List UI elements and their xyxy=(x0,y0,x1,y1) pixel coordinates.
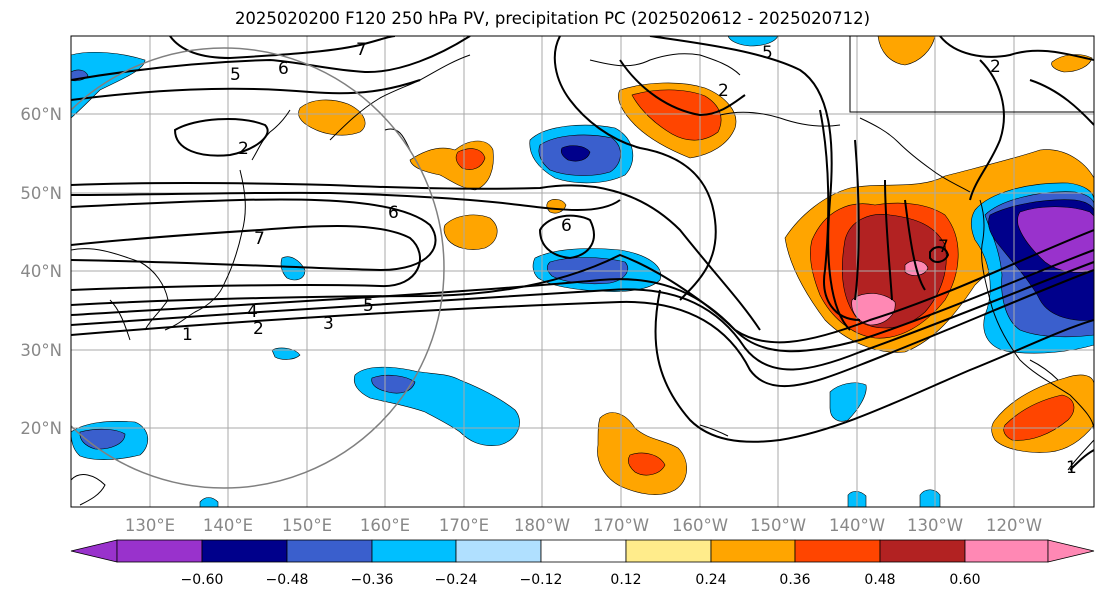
lon-label: 160°E xyxy=(360,516,410,535)
colorbar-segment xyxy=(70,539,118,563)
precipitation-shading xyxy=(71,36,1094,507)
colorbar-segment xyxy=(455,539,542,563)
colorbar-segment xyxy=(964,539,1049,563)
contour-label: 7 xyxy=(254,229,265,249)
colorbar-tick-label: 0.60 xyxy=(949,572,980,588)
lat-label: 20°N xyxy=(20,419,62,438)
contour-label: 5 xyxy=(230,65,241,85)
lon-label: 170°E xyxy=(439,516,489,535)
colorbar-segment xyxy=(879,539,966,563)
contour-label: 5 xyxy=(762,43,773,63)
contour-label: 2 xyxy=(238,139,249,159)
lon-label: 140°E xyxy=(203,516,253,535)
lon-label: 150°W xyxy=(750,516,806,535)
pv-contour-labels: 7 5 6 5 2 2 6 7 6 4 5 3 2 1 2 7 1 xyxy=(182,40,1077,478)
lat-label: 40°N xyxy=(20,262,62,281)
lon-label: 150°E xyxy=(282,516,332,535)
colorbar-segment xyxy=(371,539,457,563)
map-area: 7 5 6 5 2 2 6 7 6 4 5 3 2 1 2 7 1 xyxy=(71,36,1094,507)
colorbar-tick-label: −0.12 xyxy=(520,572,563,588)
contour-label: 3 xyxy=(323,314,334,334)
lat-label: 30°N xyxy=(20,341,62,360)
colorbar-tick-label: 0.48 xyxy=(864,572,895,588)
latitude-labels: 60°N 50°N 40°N 30°N 20°N xyxy=(20,105,62,438)
lon-label: 120°W xyxy=(986,516,1042,535)
colorbar-tick-label: 0.36 xyxy=(779,572,810,588)
lon-label: 170°W xyxy=(593,516,649,535)
contour-label: 4 xyxy=(247,302,258,322)
contour-label: 2 xyxy=(990,57,1001,77)
colorbar-tick-label: −0.24 xyxy=(435,572,478,588)
contour-label: 6 xyxy=(388,203,399,223)
colorbar-segment xyxy=(625,539,712,563)
pv-contours xyxy=(71,36,1094,471)
lat-label: 50°N xyxy=(20,184,62,203)
colorbar-tick-label: −0.60 xyxy=(181,572,224,588)
lon-label: 180°W xyxy=(514,516,570,535)
projection-circle xyxy=(71,47,445,489)
colorbar-segment xyxy=(1047,539,1095,563)
colorbar-segment xyxy=(201,539,288,563)
colorbar-tick-label: −0.36 xyxy=(351,572,394,588)
colorbar-segment xyxy=(794,539,881,563)
lon-label: 130°E xyxy=(125,516,175,535)
lon-label: 140°W xyxy=(829,516,885,535)
contour-label: 7 xyxy=(938,237,949,257)
contour-label: 6 xyxy=(561,216,572,236)
map-title: 2025020200 F120 250 hPa PV, precipitatio… xyxy=(234,9,871,28)
longitude-labels: 130°E 140°E 150°E 160°E 170°E 180°W 170°… xyxy=(125,516,1042,535)
lon-label: 130°W xyxy=(907,516,963,535)
colorbar-tick-label: −0.48 xyxy=(266,572,309,588)
contour-label: 7 xyxy=(356,40,367,60)
contour-label: 5 xyxy=(363,296,374,316)
contour-label: 2 xyxy=(718,81,729,101)
colorbar-ticks: −0.60 −0.48 −0.36 −0.24 −0.12 0.12 0.24 … xyxy=(181,572,981,588)
colorbar-segment xyxy=(286,539,373,563)
colorbar xyxy=(70,539,1095,563)
colorbar-tick-label: 0.12 xyxy=(610,572,641,588)
lat-label: 60°N xyxy=(20,105,62,124)
colorbar-segment xyxy=(116,539,203,563)
contour-label: 1 xyxy=(182,325,193,345)
contour-label: 1 xyxy=(1066,458,1077,478)
contour-label: 2 xyxy=(253,319,264,339)
lon-label: 160°W xyxy=(672,516,728,535)
map-frame xyxy=(70,35,1095,508)
colorbar-segment xyxy=(540,539,627,563)
coastlines xyxy=(71,36,1094,506)
colorbar-tick-label: 0.24 xyxy=(695,572,726,588)
contour-label: 6 xyxy=(278,59,289,79)
colorbar-segment xyxy=(710,539,796,563)
